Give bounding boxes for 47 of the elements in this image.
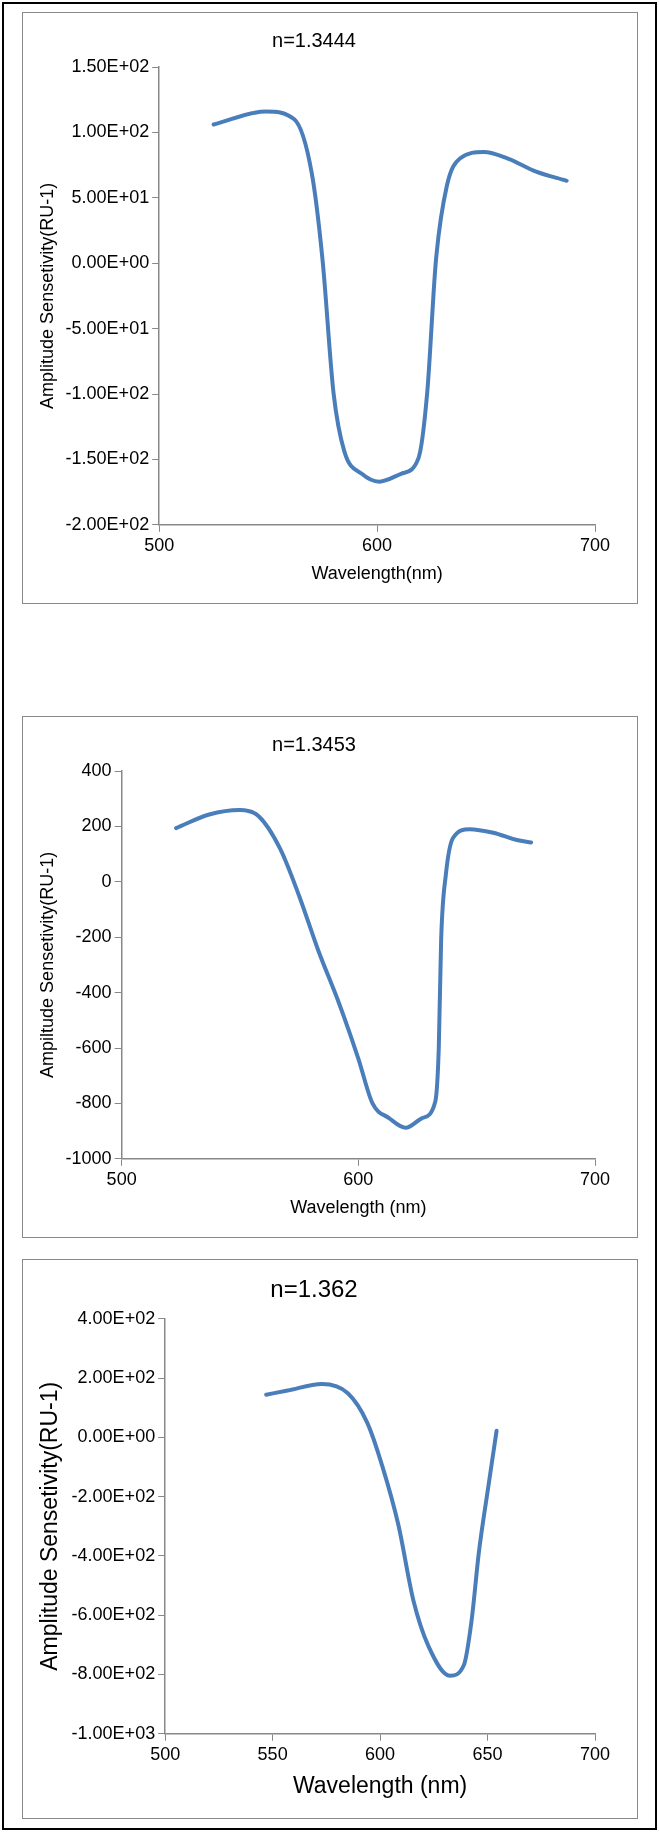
x-tick-label: 500 — [144, 534, 175, 555]
y-tick-label: 5.00E+01 — [71, 186, 150, 207]
x-tick-label: 700 — [579, 1743, 611, 1764]
x-axis-title: Wavelength (nm) — [290, 1197, 427, 1218]
y-tick-label: -4.00E+02 — [71, 1544, 156, 1565]
y-tick-label: 0 — [101, 870, 112, 891]
x-tick-label: 600 — [365, 1743, 396, 1764]
x-tick-label: 500 — [106, 1168, 137, 1189]
y-tick-label: -8.00E+02 — [71, 1663, 156, 1684]
y-tick-label: -2.00E+02 — [71, 1485, 156, 1506]
y-tick-label: -800 — [75, 1092, 112, 1113]
line-series — [211, 109, 569, 484]
chart-title: n=1.362 — [270, 1275, 358, 1303]
y-tick-label: -1.00E+03 — [71, 1722, 156, 1743]
x-tick-label: 700 — [579, 1168, 611, 1189]
y-tick-label: 200 — [81, 815, 112, 836]
y-tick-label: 2.00E+02 — [77, 1367, 156, 1388]
y-tick-label: 400 — [81, 759, 112, 780]
y-tick-label: 1.50E+02 — [71, 55, 150, 76]
y-axis-title: Ampiltude Sensetivity(RU-1) — [36, 851, 57, 1078]
x-tick-label: 550 — [257, 1743, 288, 1764]
x-tick-label: 650 — [472, 1743, 503, 1764]
y-tick-label: -2.00E+02 — [65, 513, 150, 534]
y-tick-label: 1.00E+02 — [71, 121, 150, 142]
x-tick-label: 500 — [150, 1743, 181, 1764]
x-tick-label: 700 — [579, 534, 611, 555]
y-tick-label: -600 — [75, 1036, 112, 1057]
chart-title: n=1.3453 — [272, 732, 356, 755]
x-tick-label: 600 — [343, 1168, 374, 1189]
y-tick-label: -1.50E+02 — [65, 448, 150, 469]
line-series — [174, 808, 534, 1130]
y-tick-label: -1.00E+02 — [65, 382, 150, 403]
y-axis-title: Amplitude Sensetivity(RU-1) — [36, 1381, 63, 1671]
y-tick-label: -1000 — [65, 1147, 112, 1168]
y-tick-label: -6.00E+02 — [71, 1604, 156, 1625]
x-tick-label: 600 — [362, 534, 393, 555]
x-axis-title: Wavelength (nm) — [292, 1771, 468, 1798]
line-series — [264, 1382, 499, 1678]
chart-title: n=1.3444 — [272, 28, 356, 51]
y-tick-label: 4.00E+02 — [77, 1307, 156, 1328]
y-tick-label: -200 — [75, 926, 112, 947]
y-tick-label: -400 — [75, 981, 112, 1002]
y-tick-label: 0.00E+00 — [71, 252, 150, 273]
y-axis-title: Amplitude Sensetivity(RU-1) — [36, 182, 57, 409]
x-axis-title: Wavelength(nm) — [311, 563, 443, 584]
y-tick-label: -5.00E+01 — [65, 317, 150, 338]
y-tick-label: 0.00E+00 — [77, 1426, 156, 1447]
